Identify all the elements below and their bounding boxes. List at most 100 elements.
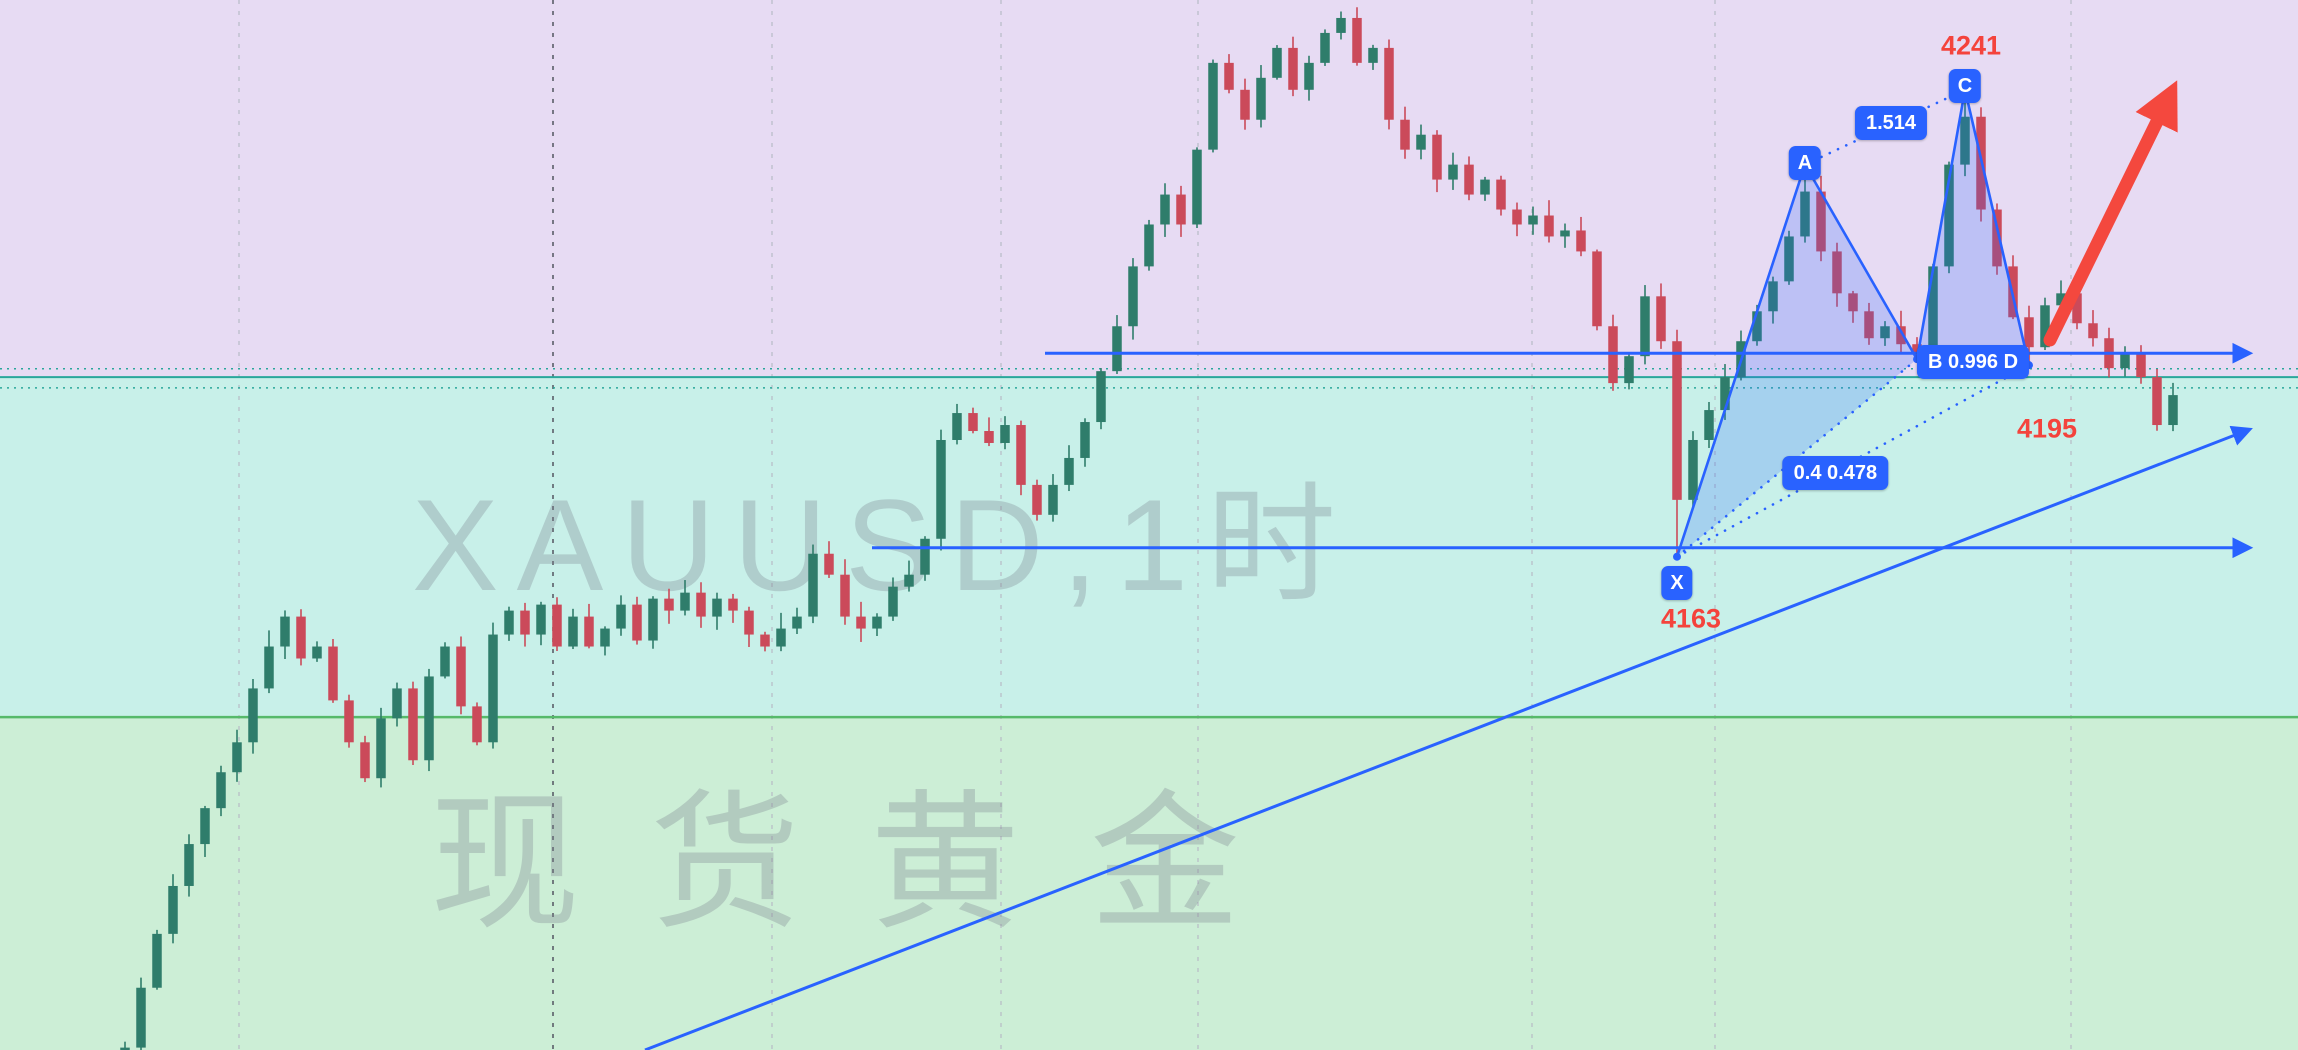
candle-body <box>520 610 530 635</box>
candle <box>2152 369 2162 431</box>
candle-body <box>1848 293 1858 312</box>
candle-body <box>920 538 930 575</box>
candle <box>424 668 434 772</box>
candle <box>488 622 498 749</box>
pattern-bd-ratio-chip[interactable]: B 0.996 D <box>1916 345 2030 380</box>
candle-body <box>1032 484 1042 515</box>
pattern-point-a-chip[interactable]: A <box>1788 145 1822 180</box>
candle <box>1864 302 1874 345</box>
candle-body <box>1368 47 1378 63</box>
candle-body <box>2072 293 2082 324</box>
candle-body <box>1928 266 1938 354</box>
candle-body <box>696 592 706 617</box>
candle <box>696 582 706 628</box>
candle-body <box>1352 17 1362 63</box>
candle-body <box>2088 323 2098 339</box>
candle-body <box>584 616 594 647</box>
candle-body <box>2152 377 2162 426</box>
candle-body <box>1048 484 1058 515</box>
candle-body <box>1720 377 1730 411</box>
candle-body <box>1064 457 1074 485</box>
candle-body <box>488 634 498 743</box>
candle-body <box>168 885 178 934</box>
ascending-trendline <box>644 425 2253 1050</box>
pattern-extension-ratio-chip[interactable]: 1.514 <box>1854 106 1928 141</box>
candle <box>824 541 834 578</box>
candle-body <box>1416 134 1426 150</box>
candle <box>584 603 594 649</box>
candle-body <box>1672 341 1682 500</box>
candle <box>472 702 482 746</box>
candle <box>1528 206 1538 235</box>
candle-body <box>936 439 946 539</box>
candle <box>760 631 770 652</box>
candle <box>1272 45 1282 80</box>
candle-body <box>968 413 978 432</box>
candle-body <box>1704 410 1714 440</box>
candle-body <box>680 592 690 611</box>
candle <box>856 601 866 642</box>
candle <box>152 929 162 990</box>
candle-body <box>440 646 450 677</box>
candle-body <box>1592 251 1602 327</box>
candle <box>712 592 722 630</box>
candle <box>1176 185 1186 237</box>
candle-body <box>312 646 322 659</box>
candle-body <box>952 413 962 440</box>
candle-body <box>2168 395 2178 426</box>
pattern-retracement-ratio-chip[interactable]: 0.4 0.478 <box>1782 455 1889 490</box>
candle <box>456 636 466 715</box>
candle <box>1448 152 1458 190</box>
candle <box>408 681 418 765</box>
candle <box>1096 368 1106 430</box>
candle-body <box>472 706 482 743</box>
candle <box>2120 346 2130 377</box>
candle-body <box>2040 305 2050 348</box>
candle <box>1000 416 1010 450</box>
pattern-point-x-chip[interactable]: X <box>1661 565 1693 600</box>
candle-body <box>632 604 642 641</box>
candle-body <box>1256 77 1266 120</box>
candle-body <box>1496 179 1506 210</box>
candle-body <box>424 676 434 761</box>
candle <box>680 580 690 616</box>
candle <box>1240 78 1250 130</box>
candle-body <box>248 688 258 743</box>
candle-body <box>1384 47 1394 120</box>
candle-body <box>616 604 626 629</box>
candle <box>440 642 450 679</box>
candle-body <box>744 610 754 635</box>
candle-body <box>1176 194 1186 225</box>
candle <box>504 606 514 641</box>
candle <box>1416 124 1426 160</box>
candle-body <box>568 616 578 647</box>
candle-body <box>1512 209 1522 225</box>
candle-body <box>760 634 770 647</box>
projection-arrow <box>2043 80 2178 347</box>
candle-body <box>136 987 146 1048</box>
candle-body <box>840 574 850 617</box>
candle-body <box>2056 293 2066 306</box>
candle <box>1544 200 1554 243</box>
candle-body <box>984 431 994 443</box>
candle <box>952 403 962 445</box>
candle-body <box>2120 353 2130 369</box>
candle-body <box>1016 425 1026 485</box>
candle <box>312 641 322 662</box>
candle <box>984 417 994 447</box>
candle-body <box>600 628 610 647</box>
candle <box>888 577 898 621</box>
candle <box>1928 263 1938 356</box>
candle-body <box>1224 62 1234 90</box>
pattern-point-c-chip[interactable]: C <box>1948 68 1982 103</box>
candle <box>1560 223 1570 248</box>
candle <box>776 612 786 652</box>
candle <box>552 597 562 652</box>
candle-body <box>408 688 418 761</box>
candle-body <box>1128 266 1138 327</box>
candle-body <box>2024 317 2034 348</box>
watermark-instrument: 现货黄金 <box>430 779 1310 947</box>
candle <box>2024 305 2034 366</box>
candle-body <box>1800 191 1810 237</box>
